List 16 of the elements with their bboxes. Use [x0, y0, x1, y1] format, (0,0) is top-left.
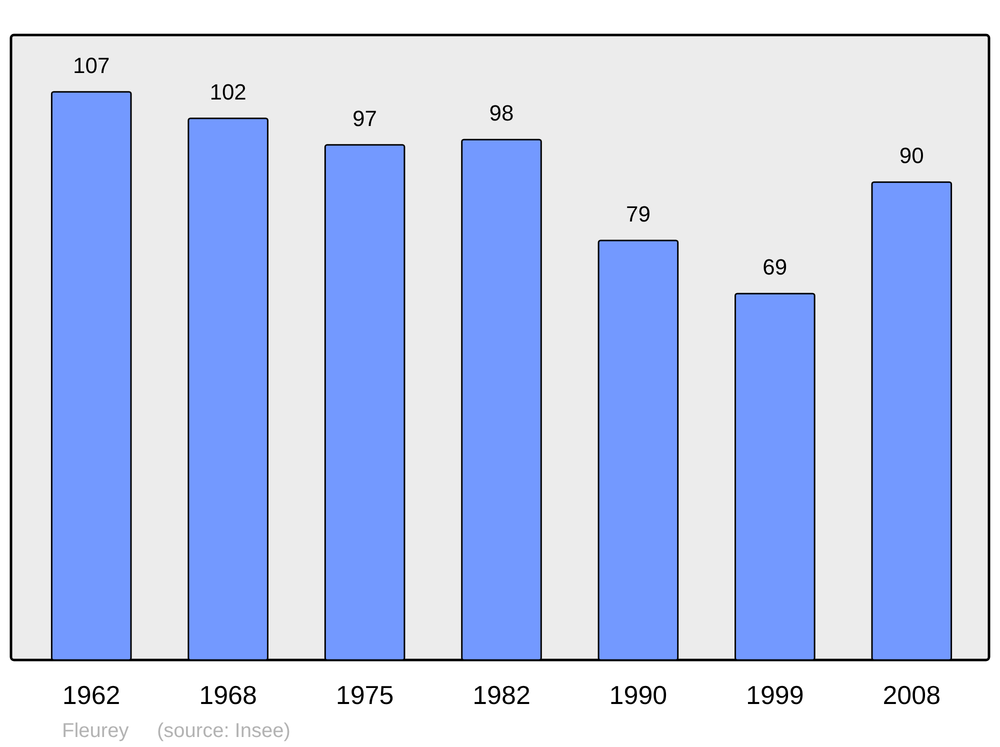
text: (source: Insee) [157, 720, 290, 742]
x-tick-label: 1982 [472, 680, 530, 710]
x-tick-label: 1999 [746, 680, 804, 710]
x-tick-label: 2008 [882, 680, 941, 710]
data-label: 79 [626, 202, 650, 226]
data-label: 69 [762, 254, 788, 280]
x-tick-label: 1968 [199, 680, 257, 710]
data-label: 102 [210, 79, 246, 104]
data-label: 107 [73, 52, 110, 78]
text: Fleurey [62, 720, 129, 742]
data-label: 97 [352, 106, 378, 131]
x-tick-label: 1990 [609, 680, 668, 710]
x-tick-label: 1962 [62, 680, 120, 710]
data-label: 90 [899, 143, 924, 168]
data-label: 98 [489, 100, 514, 126]
x-tick-label: 1975 [336, 680, 394, 710]
